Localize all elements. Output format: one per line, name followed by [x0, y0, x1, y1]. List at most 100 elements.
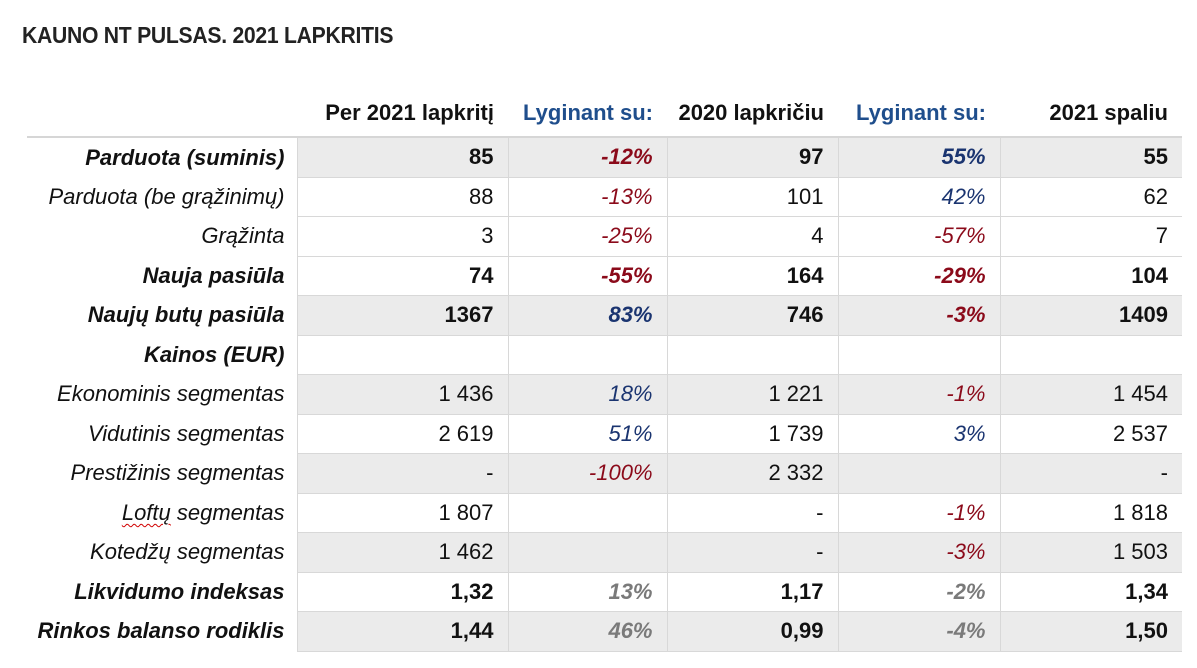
header-compare-2: Lyginant su: — [838, 90, 1000, 138]
row-label: Likvidumo indeksas — [27, 572, 298, 612]
row-label: Kotedžų segmentas — [27, 532, 298, 572]
table-row: Likvidumo indeksas 1,32 13% 1,17 -2% 1,34 — [27, 572, 1182, 612]
table-cell: 97 — [667, 137, 839, 178]
table-row: Grąžinta 3 -25% 4 -57% 7 — [27, 216, 1182, 257]
table-cell: - — [1000, 453, 1182, 494]
table-cell: 55 — [1000, 137, 1182, 178]
table-cell — [508, 532, 668, 573]
table-cell: 101 — [667, 177, 839, 217]
header-compare-1: Lyginant su: — [508, 90, 667, 138]
table-row: Parduota (be grąžinimų) 88 -13% 101 42% 62 — [27, 177, 1182, 217]
header-row: Per 2021 lapkritį Lyginant su: 2020 lapk… — [27, 90, 1182, 138]
table-cell: 62 — [1000, 177, 1182, 217]
row-label: Ekonominis segmentas — [27, 374, 298, 414]
table-cell: 1 436 — [297, 374, 509, 415]
table-cell: 1 462 — [297, 532, 509, 573]
row-label: Vidutinis segmentas — [27, 414, 298, 454]
table-cell: -3% — [838, 532, 1001, 573]
table-cell: 104 — [1000, 256, 1182, 296]
table-cell: -12% — [508, 137, 668, 178]
table-cell: -13% — [508, 177, 668, 217]
table-row: Rinkos balanso rodiklis 1,44 46% 0,99 -4% 1,5… — [27, 611, 1182, 652]
table-cell: 3 — [297, 216, 509, 257]
row-label: Prestižinis segmentas — [27, 453, 298, 493]
table-body: Parduota (suminis) 85 -12% 97 55% 55 Parduota … — [27, 137, 1182, 652]
table-cell: 46% — [508, 611, 668, 652]
table-cell: 1,34 — [1000, 572, 1182, 612]
table-cell: 1 818 — [1000, 493, 1182, 533]
table-cell — [667, 335, 839, 375]
header-prev-month: 2021 spaliu — [1000, 90, 1182, 138]
table-row: Nauja pasiūla 74 -55% 164 -29% 104 — [27, 256, 1182, 296]
table-cell: -2% — [838, 572, 1001, 612]
table-cell — [508, 335, 668, 375]
table-cell — [838, 453, 1001, 494]
row-label-rest: segmentas — [170, 499, 285, 525]
table-cell: - — [297, 453, 509, 494]
table-cell: -29% — [838, 256, 1001, 296]
table-cell: 1,32 — [297, 572, 509, 612]
table-cell: -3% — [838, 295, 1001, 336]
header-last-year: 2020 lapkričiu — [667, 90, 838, 138]
header-label-col — [27, 90, 297, 138]
table-cell: 1409 — [1000, 295, 1182, 336]
table-cell: 51% — [508, 414, 668, 454]
table-cell: 42% — [838, 177, 1001, 217]
table-cell: 2 619 — [297, 414, 509, 454]
row-label: Kainos (EUR) — [27, 335, 298, 375]
table-cell: 1,44 — [297, 611, 509, 652]
spellcheck-word: Loftų — [121, 499, 171, 525]
table-cell: -57% — [838, 216, 1001, 257]
row-label: Nauja pasiūla — [27, 256, 298, 296]
table-cell: -100% — [508, 453, 668, 494]
table-cell — [1000, 335, 1182, 375]
table-row: Loftų segmentas 1 807- -1% 1 818 — [27, 493, 1182, 533]
table-cell: - — [667, 493, 839, 533]
table-cell: -1% — [838, 374, 1001, 415]
table-cell: 18% — [508, 374, 668, 415]
table-row: Ekonominis segmentas 1 436 18% 1 221 -1% 1 45… — [27, 374, 1182, 415]
table-cell: 1 739 — [667, 414, 839, 454]
table-cell — [508, 493, 668, 533]
table-cell: 1 503 — [1000, 532, 1182, 573]
table-cell: 1 221 — [667, 374, 839, 415]
table-cell: 2 537 — [1000, 414, 1182, 454]
page-title: KAUNO NT PULSAS. 2021 LAPKRITIS — [22, 22, 394, 48]
row-label: Parduota (be grąžinimų) — [27, 177, 298, 217]
row-label: Parduota (suminis) — [27, 137, 298, 177]
row-label: Loftų segmentas — [27, 493, 298, 533]
table-row: Vidutinis segmentas 2 619 51% 1 739 3% 2 537 — [27, 414, 1182, 454]
table-cell: 1 454 — [1000, 374, 1182, 415]
table-cell: 7 — [1000, 216, 1182, 257]
table-cell: 3% — [838, 414, 1001, 454]
table-row: Kotedžų segmentas 1 462 - -3% 1 503 — [27, 532, 1182, 573]
table-cell: 4 — [667, 216, 839, 257]
table-cell: 0,99 — [667, 611, 839, 652]
table-cell: 746 — [667, 295, 839, 336]
table-cell: 164 — [667, 256, 839, 296]
table-cell: -25% — [508, 216, 668, 257]
table-cell: 88 — [297, 177, 509, 217]
table-cell: 1,50 — [1000, 611, 1182, 652]
table-cell: 85 — [297, 137, 509, 178]
table-row: Kainos (EUR) — [27, 335, 1182, 375]
table-cell: 83% — [508, 295, 668, 336]
header-current-month: Per 2021 lapkritį — [297, 90, 508, 138]
table-cell: 13% — [508, 572, 668, 612]
row-label: Rinkos balanso rodiklis — [27, 611, 298, 651]
table-cell: - — [667, 532, 839, 573]
table-cell: 1 807 — [297, 493, 509, 533]
table-cell: -55% — [508, 256, 668, 296]
market-pulse-table: Per 2021 lapkritį Lyginant su: 2020 lapk… — [27, 90, 1182, 652]
table-cell: -4% — [838, 611, 1001, 652]
table-cell: -1% — [838, 493, 1001, 533]
table-cell — [838, 335, 1001, 375]
row-label: Grąžinta — [27, 216, 298, 256]
table-cell — [297, 335, 509, 375]
table-row: Naujų butų pasiūla 1367 83% 746 -3% 1409 — [27, 295, 1182, 336]
table-cell: 1367 — [297, 295, 509, 336]
table-row: Prestižinis segmentas - -100% 2 332- — [27, 453, 1182, 494]
table-cell: 55% — [838, 137, 1001, 178]
table-cell: 1,17 — [667, 572, 839, 612]
table-cell: 2 332 — [667, 453, 839, 494]
